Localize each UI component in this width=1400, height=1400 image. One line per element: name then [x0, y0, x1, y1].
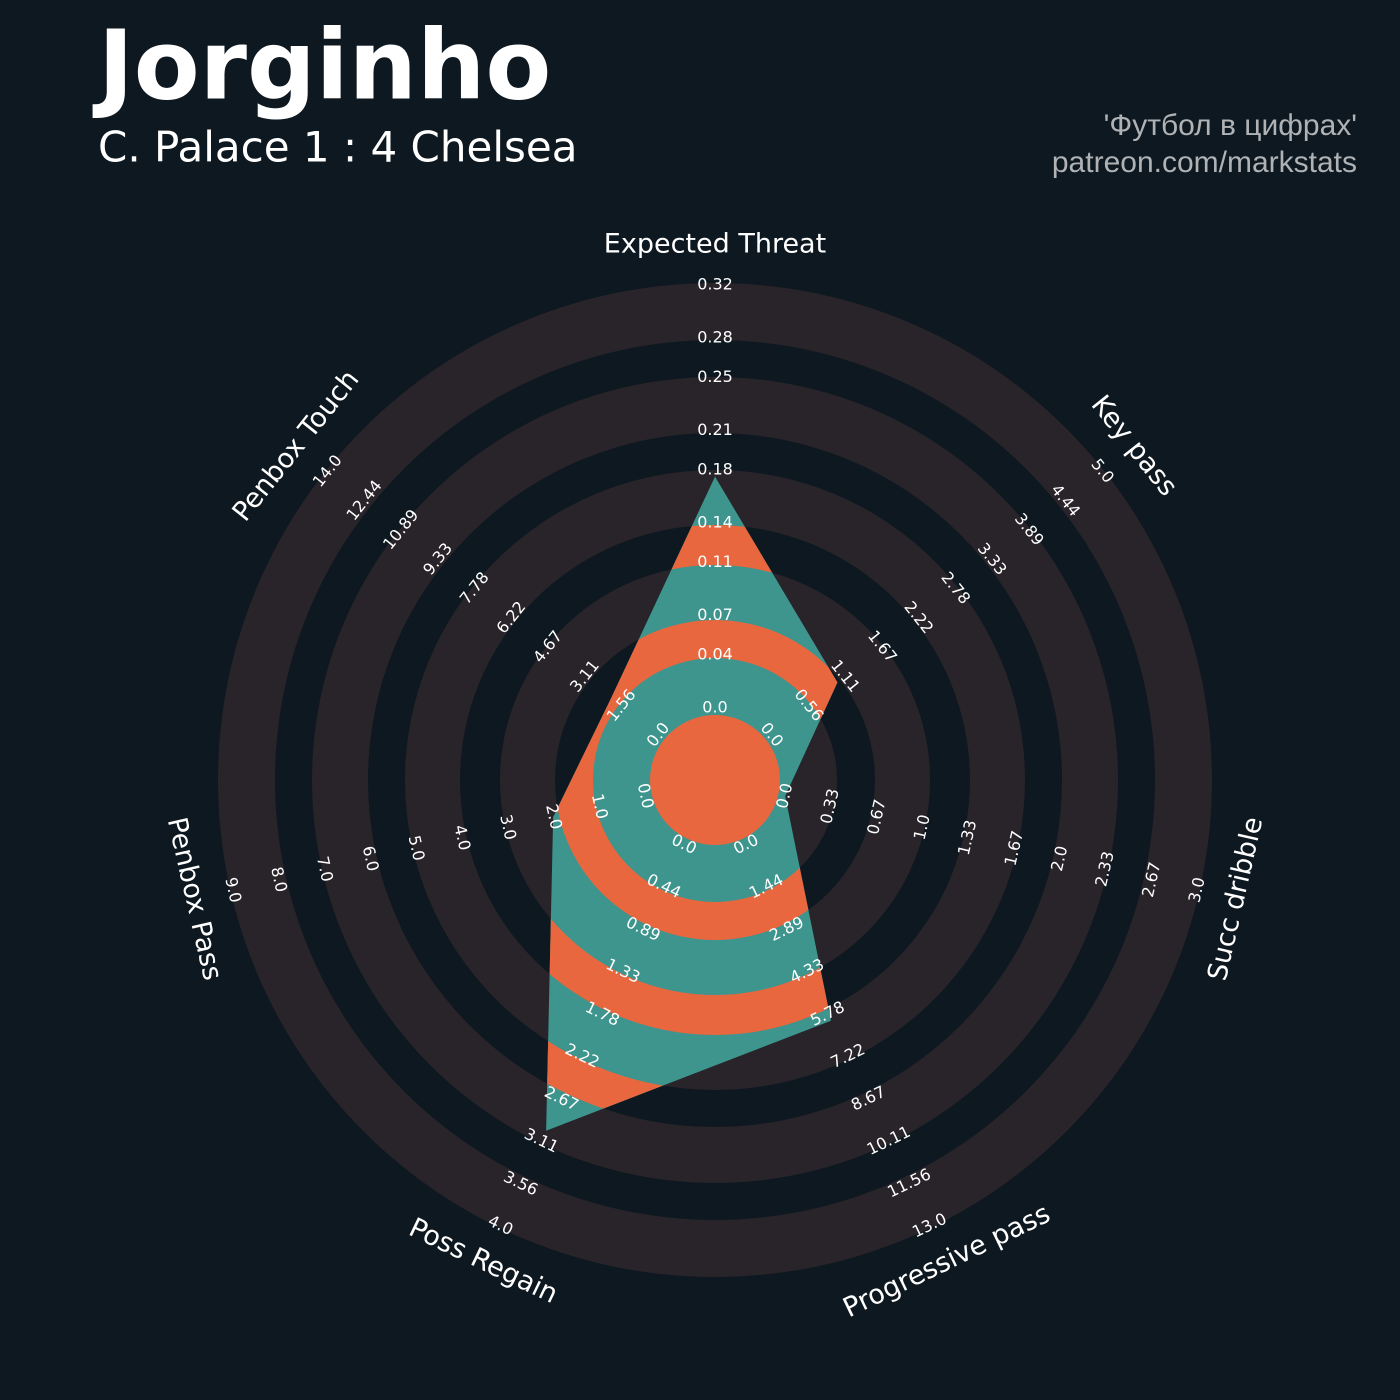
tick-label: 0.0	[702, 698, 727, 717]
tick-label: 0.28	[697, 327, 733, 346]
subtitle: C. Palace 1 : 4 Chelsea	[98, 123, 577, 172]
credit: 'Футбол в цифрах'	[1104, 109, 1357, 142]
highlight-band	[650, 715, 780, 845]
tick-label: 0.25	[697, 367, 733, 386]
tick-label: 0.11	[697, 552, 733, 571]
tick-label: 0.14	[697, 512, 733, 531]
tick-label: 0.07	[697, 605, 733, 624]
category-label: Expected Threat	[604, 229, 826, 260]
highlight-bands	[546, 476, 838, 1131]
tick-label: 0.04	[697, 645, 733, 664]
tick-label: 0.32	[697, 275, 733, 294]
chart-title: Jorginho	[92, 9, 551, 121]
tick-label: 0.18	[697, 460, 733, 479]
credit: patreon.com/markstats	[1052, 146, 1357, 179]
tick-label: 0.21	[697, 420, 733, 439]
plot	[546, 476, 838, 1131]
